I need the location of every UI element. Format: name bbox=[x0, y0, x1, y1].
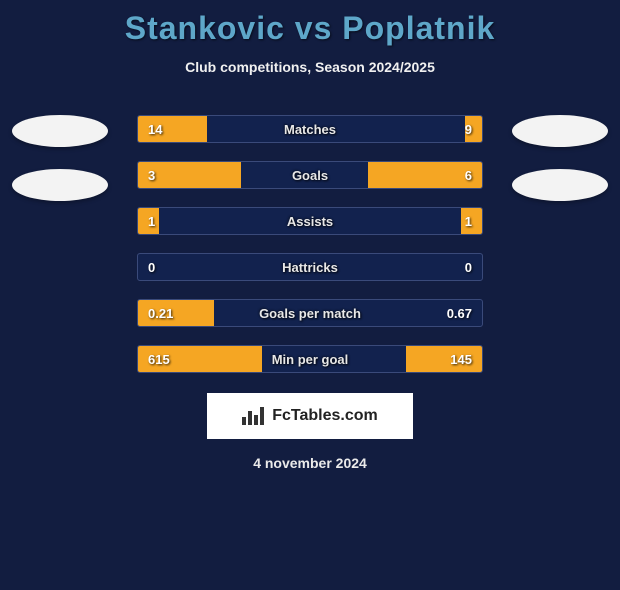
comparison-chart: 149Matches 36Goals 11Assists 00Hattricks 0.2… bbox=[0, 115, 620, 373]
comparison-title: Stankovic vs Poplatnik bbox=[0, 10, 620, 47]
stat-label: Hattricks bbox=[138, 260, 482, 275]
comparison-bars: 149Matches 36Goals 11Assists 00Hattricks 0.2… bbox=[137, 115, 483, 373]
avatar bbox=[12, 115, 108, 147]
stat-label: Min per goal bbox=[138, 352, 482, 367]
avatar bbox=[512, 115, 608, 147]
stat-label: Assists bbox=[138, 214, 482, 229]
stat-bar: 00Hattricks bbox=[137, 253, 483, 281]
stat-bar: 11Assists bbox=[137, 207, 483, 235]
player-left-avatars bbox=[0, 115, 120, 201]
datestamp: 4 november 2024 bbox=[0, 455, 620, 471]
attribution-text: FcTables.com bbox=[272, 407, 378, 425]
avatar bbox=[512, 169, 608, 201]
stat-label: Goals bbox=[138, 168, 482, 183]
player-right-avatars bbox=[500, 115, 620, 201]
stat-bar: 36Goals bbox=[137, 161, 483, 189]
stat-label: Matches bbox=[138, 122, 482, 137]
attribution-badge: FcTables.com bbox=[207, 393, 413, 439]
stat-bar: 615145Min per goal bbox=[137, 345, 483, 373]
stat-bar: 0.210.67Goals per match bbox=[137, 299, 483, 327]
avatar bbox=[12, 169, 108, 201]
comparison-subtitle: Club competitions, Season 2024/2025 bbox=[0, 59, 620, 75]
stat-label: Goals per match bbox=[138, 306, 482, 321]
stat-bar: 149Matches bbox=[137, 115, 483, 143]
bar-chart-icon bbox=[242, 407, 264, 425]
